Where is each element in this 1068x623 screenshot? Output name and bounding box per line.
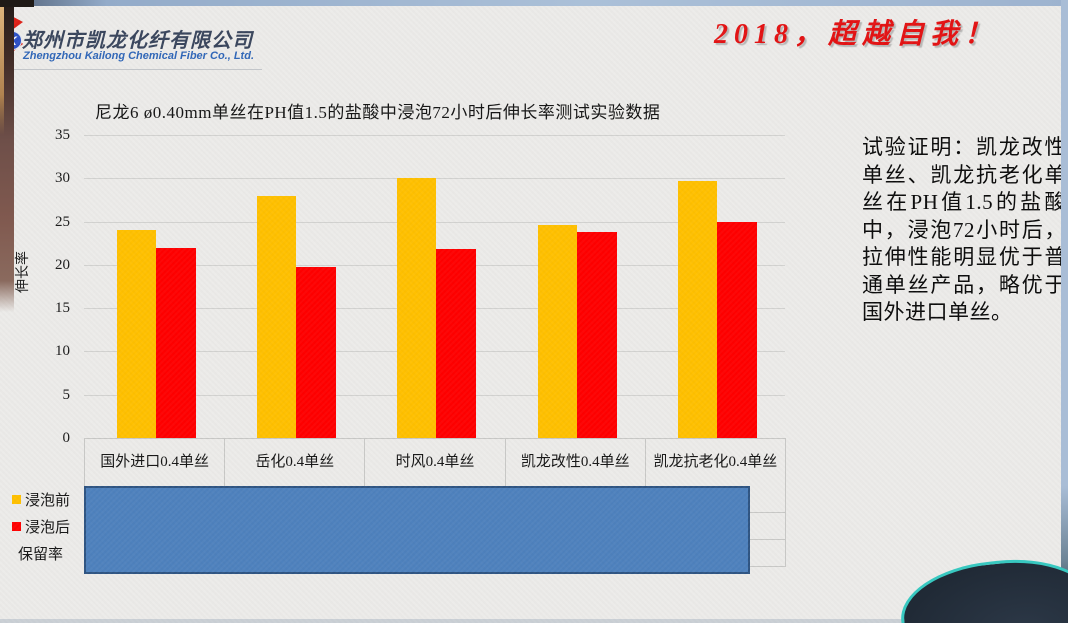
legend-key-icon [12,495,21,504]
category-axis-row: 国外进口0.4单丝 岳化0.4单丝 时风0.4单丝 凯龙改性0.4单丝 凯龙抗老化0.4… [84,438,786,486]
monitor-edge-right [1061,0,1068,623]
y-tick-label: 35 [55,127,70,143]
foreground-object-bottom-right [896,551,1068,623]
series-name: 保留率 [18,547,64,563]
company-name-cn: 郑州市凯龙化纤有限公司 [22,30,253,52]
header-divider [0,69,262,70]
bar-s2-c5 [716,222,757,438]
bar-group [84,135,224,438]
bar-group [224,135,364,438]
table-row-header: 浸泡后 [12,513,84,540]
category-cell: 凯龙抗老化0.4单丝 [653,454,778,471]
bar-s2-c3 [436,249,477,438]
bar-s1-c1 [117,230,156,438]
series-name: 浸泡前 [25,493,71,509]
bar-group [645,135,785,438]
category-cell: 凯龙改性0.4单丝 [506,439,646,486]
foreground-object-left-highlight [0,0,4,135]
photo-corner-shadow [0,0,34,7]
category-cell: 国外进口0.4单丝 [85,439,226,486]
table-row-header: 浸泡前 [12,486,84,513]
company-name-en: Zhengzhou Kailong Chemical Fiber Co., Lt… [23,50,254,62]
bar-group [364,135,504,438]
bar-s1-c4 [537,225,577,438]
y-tick-label: 20 [55,256,70,273]
blue-cover-rectangle [84,486,750,574]
y-tick-label: 30 [55,170,70,187]
y-tick-label: 25 [55,213,70,230]
category-cell: 岳化0.4单丝 [225,439,366,486]
y-tick-label: 0 [62,430,71,446]
bar-s1-c5 [677,180,717,438]
bar-s1-c2 [257,195,297,438]
bar-s2-c2 [296,266,337,438]
bar-series-container [84,135,785,438]
conclusion-note: 试验证明：凯龙改性单丝、凯龙抗老化单丝在PH值1.5的盐酸中，浸泡72小时后，拉… [862,135,1066,324]
bar-s2-c1 [156,248,196,438]
bar-s2-c4 [576,231,617,438]
bar-s1-c3 [397,178,437,438]
monitor-edge-top [0,0,1068,6]
gridline [84,135,785,136]
data-table-row-headers: 浸泡前浸泡后保留率 [12,486,84,570]
table-row-header: 保留率 [12,540,84,567]
y-axis-tick-labels: 35 30 25 20 15 10 5 0 [28,127,74,446]
y-tick-label: 5 [62,386,71,403]
chart-title: 尼龙6 ø0.40mm单丝在PH值1.5的盐酸中浸泡72小时后伸长率测试实验数据 [95,103,661,122]
category-cell: 时风0.4单丝 [365,439,506,486]
bar-group [505,135,645,438]
y-tick-label: 10 [55,343,70,360]
legend-key-icon [12,522,21,531]
year-slogan: 2018，超越自我！ [713,19,998,50]
plot-area [84,135,785,439]
monitor-edge-bottom [0,619,1068,623]
series-name: 浸泡后 [25,520,71,536]
y-tick-label: 15 [55,300,70,317]
